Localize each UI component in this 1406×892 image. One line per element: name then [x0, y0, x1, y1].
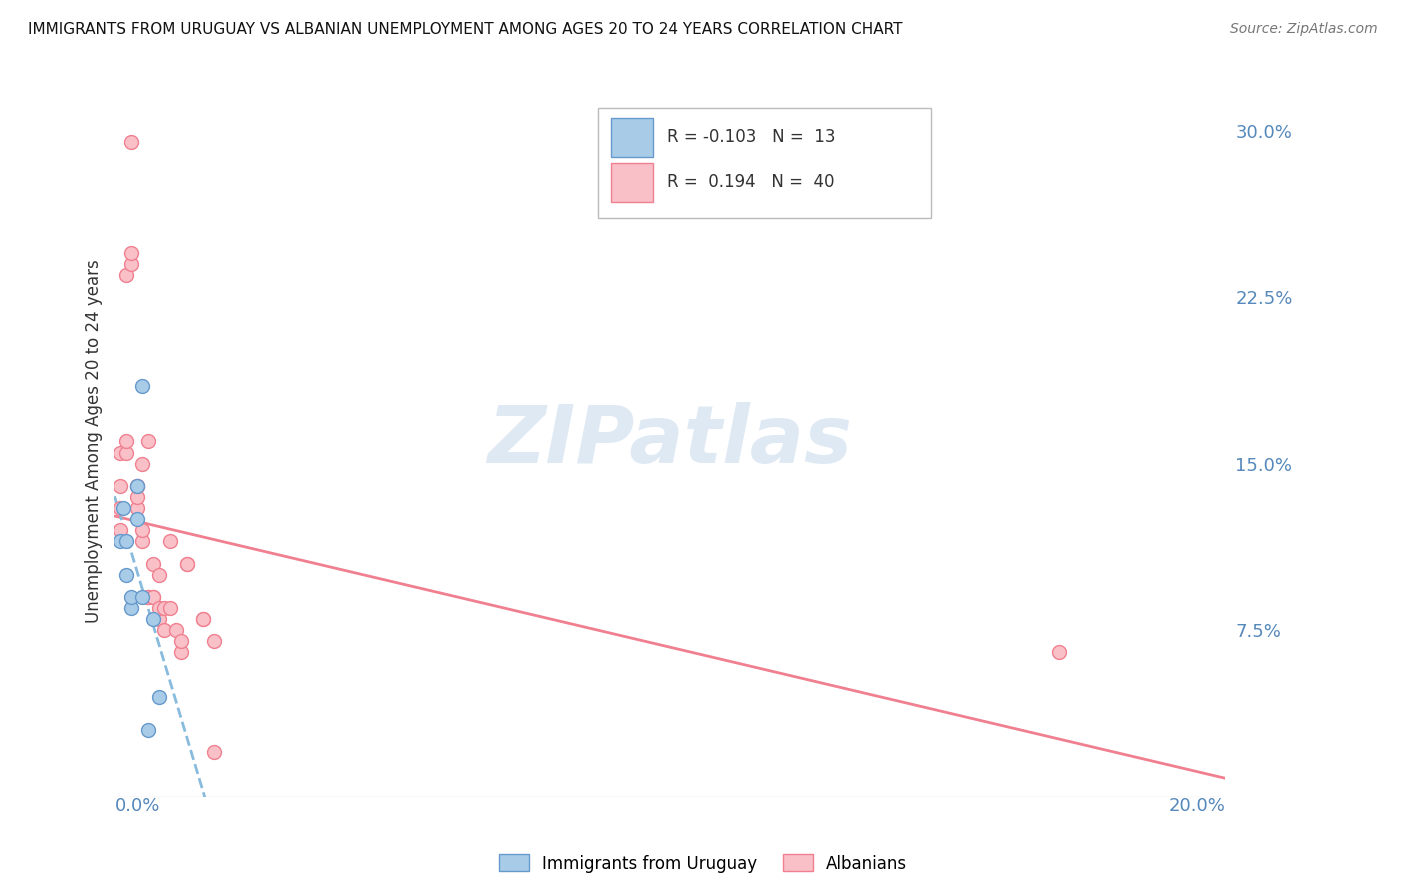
Point — [120, 245, 142, 260]
Point — [159, 601, 181, 615]
Text: IMMIGRANTS FROM URUGUAY VS ALBANIAN UNEMPLOYMENT AMONG AGES 20 TO 24 YEARS CORRE: IMMIGRANTS FROM URUGUAY VS ALBANIAN UNEM… — [28, 22, 903, 37]
Point — [1047, 645, 1070, 659]
Point — [136, 723, 159, 737]
Point — [125, 490, 148, 504]
Point — [202, 634, 225, 648]
Point — [125, 512, 148, 526]
Point — [125, 479, 148, 493]
Text: R =  0.194   N =  40: R = 0.194 N = 40 — [666, 173, 834, 191]
Point — [125, 479, 148, 493]
Point — [120, 135, 142, 149]
Point — [125, 479, 148, 493]
Point — [131, 523, 153, 537]
FancyBboxPatch shape — [612, 162, 654, 202]
Point — [153, 623, 176, 637]
Point — [108, 479, 131, 493]
FancyBboxPatch shape — [612, 118, 654, 157]
Text: 0.0%: 0.0% — [114, 797, 160, 814]
Point — [148, 690, 170, 704]
Point — [131, 457, 153, 471]
Point — [120, 601, 142, 615]
FancyBboxPatch shape — [598, 108, 931, 218]
Text: Source: ZipAtlas.com: Source: ZipAtlas.com — [1230, 22, 1378, 37]
Point — [193, 612, 215, 626]
Point — [111, 501, 134, 516]
Point — [131, 590, 153, 604]
Point — [136, 590, 159, 604]
Point — [114, 445, 136, 459]
Point — [136, 590, 159, 604]
Point — [202, 745, 225, 759]
Y-axis label: Unemployment Among Ages 20 to 24 years: Unemployment Among Ages 20 to 24 years — [86, 260, 103, 624]
Point — [114, 268, 136, 282]
Point — [153, 601, 176, 615]
Point — [148, 612, 170, 626]
Text: R = -0.103   N =  13: R = -0.103 N = 13 — [666, 128, 835, 146]
Point — [142, 612, 165, 626]
Point — [170, 645, 193, 659]
Point — [193, 612, 215, 626]
Point — [120, 590, 142, 604]
Point — [120, 257, 142, 271]
Point — [142, 590, 165, 604]
Text: 20.0%: 20.0% — [1168, 797, 1226, 814]
Point — [176, 557, 198, 571]
Point — [176, 557, 198, 571]
Point — [142, 557, 165, 571]
Point — [114, 534, 136, 549]
Legend: Immigrants from Uruguay, Albanians: Immigrants from Uruguay, Albanians — [492, 847, 914, 880]
Text: ZIPatlas: ZIPatlas — [488, 402, 852, 481]
Point — [114, 567, 136, 582]
Point — [108, 501, 131, 516]
Point — [142, 590, 165, 604]
Point — [148, 567, 170, 582]
Point — [108, 523, 131, 537]
Point — [148, 601, 170, 615]
Point — [170, 634, 193, 648]
Point — [131, 379, 153, 393]
Point — [165, 623, 187, 637]
Point — [125, 501, 148, 516]
Point — [108, 445, 131, 459]
Point — [136, 434, 159, 449]
Point — [114, 434, 136, 449]
Point — [131, 534, 153, 549]
Point — [108, 534, 131, 549]
Point — [159, 534, 181, 549]
